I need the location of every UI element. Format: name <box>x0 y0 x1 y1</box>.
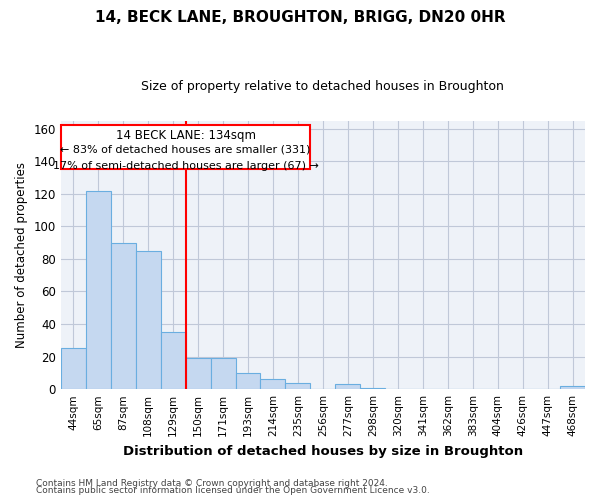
Bar <box>361 388 385 389</box>
Bar <box>136 251 161 389</box>
Text: 17% of semi-detached houses are larger (67) →: 17% of semi-detached houses are larger (… <box>53 162 319 172</box>
Bar <box>86 190 111 389</box>
Bar <box>286 382 310 389</box>
Bar <box>161 332 185 389</box>
Bar <box>560 386 585 389</box>
Bar <box>260 380 286 389</box>
X-axis label: Distribution of detached houses by size in Broughton: Distribution of detached houses by size … <box>123 444 523 458</box>
Bar <box>185 358 211 389</box>
Text: ← 83% of detached houses are smaller (331): ← 83% of detached houses are smaller (33… <box>61 145 311 155</box>
Text: Contains HM Land Registry data © Crown copyright and database right 2024.: Contains HM Land Registry data © Crown c… <box>36 478 388 488</box>
Text: 14, BECK LANE, BROUGHTON, BRIGG, DN20 0HR: 14, BECK LANE, BROUGHTON, BRIGG, DN20 0H… <box>95 10 505 25</box>
Bar <box>211 358 236 389</box>
Bar <box>111 242 136 389</box>
Text: 14 BECK LANE: 134sqm: 14 BECK LANE: 134sqm <box>116 128 256 141</box>
Bar <box>61 126 310 170</box>
Bar <box>61 348 86 389</box>
Title: Size of property relative to detached houses in Broughton: Size of property relative to detached ho… <box>142 80 505 93</box>
Bar <box>335 384 361 389</box>
Bar <box>236 373 260 389</box>
Text: Contains public sector information licensed under the Open Government Licence v3: Contains public sector information licen… <box>36 486 430 495</box>
Y-axis label: Number of detached properties: Number of detached properties <box>15 162 28 348</box>
